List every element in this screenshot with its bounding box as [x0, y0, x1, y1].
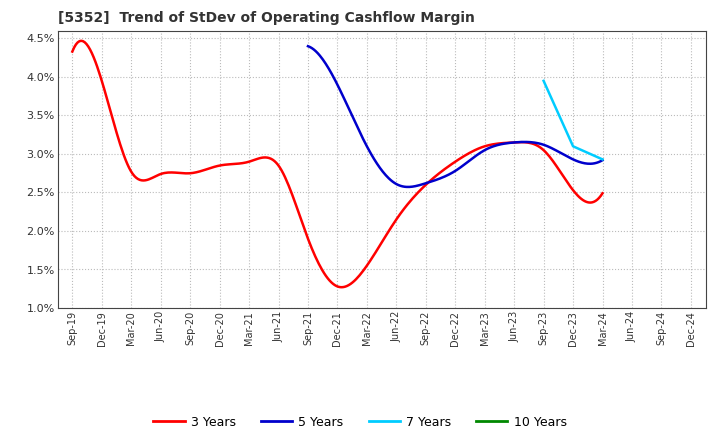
- Text: [5352]  Trend of StDev of Operating Cashflow Margin: [5352] Trend of StDev of Operating Cashf…: [58, 11, 474, 26]
- Legend: 3 Years, 5 Years, 7 Years, 10 Years: 3 Years, 5 Years, 7 Years, 10 Years: [148, 411, 572, 434]
